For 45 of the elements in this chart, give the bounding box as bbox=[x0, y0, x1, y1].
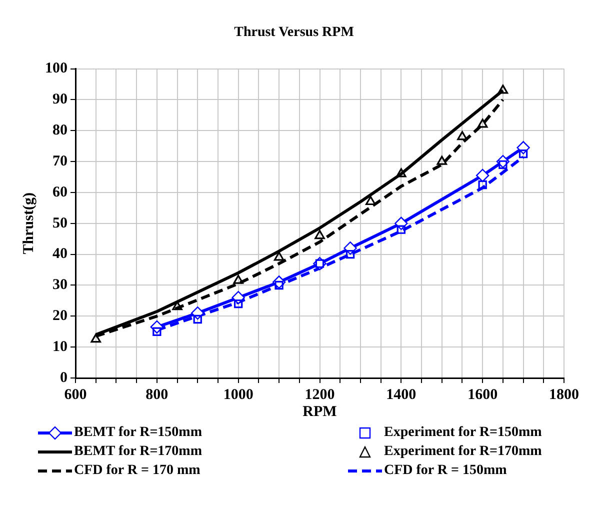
point bbox=[233, 274, 244, 284]
point bbox=[274, 252, 284, 261]
point bbox=[172, 301, 182, 310]
legend-label: Experiment for R=150mm bbox=[384, 425, 542, 441]
point bbox=[476, 168, 490, 182]
point bbox=[346, 250, 355, 259]
x-axis-title: RPM bbox=[302, 404, 337, 420]
point bbox=[366, 196, 376, 206]
y-tick-label: 80 bbox=[52, 122, 68, 139]
x-tick-label: 1600 bbox=[468, 386, 498, 403]
point bbox=[234, 299, 243, 308]
x-tick-label: 1800 bbox=[549, 386, 579, 403]
legend-label: CFD for R = 150mm bbox=[384, 463, 507, 479]
point bbox=[90, 334, 101, 343]
point bbox=[314, 230, 325, 240]
point bbox=[193, 314, 202, 324]
point bbox=[457, 131, 468, 140]
x-tick-label: 800 bbox=[146, 386, 168, 403]
legend-label: Experiment for R=170mm bbox=[384, 444, 542, 460]
x-tick-label: 1000 bbox=[223, 386, 254, 403]
point bbox=[396, 225, 406, 234]
y-tick-label: 0 bbox=[60, 370, 68, 386]
y-tick-label: 100 bbox=[45, 60, 68, 77]
y-tick-label: 20 bbox=[52, 308, 68, 324]
y-tick-label: 10 bbox=[52, 338, 68, 355]
y-tick-label: 40 bbox=[52, 246, 68, 262]
y-tick-label: 50 bbox=[52, 215, 68, 232]
chart-title: Thrust Versus RPM bbox=[234, 25, 354, 40]
legend-label: CFD for R = 170 mm bbox=[74, 463, 200, 479]
y-tick-label: 90 bbox=[52, 92, 68, 108]
x-tick-label: 1400 bbox=[386, 386, 416, 403]
legend-label: BEMT for R=150mm bbox=[74, 425, 202, 441]
y-tick-label: 60 bbox=[52, 184, 68, 200]
point bbox=[436, 156, 448, 165]
point bbox=[518, 149, 528, 158]
x-tick-label: 1200 bbox=[304, 386, 335, 403]
legend-label: BEMT for R=170mm bbox=[74, 444, 202, 460]
x-tick-label: 600 bbox=[64, 386, 87, 403]
y-tick-label: 70 bbox=[52, 153, 68, 170]
point bbox=[396, 168, 406, 178]
point bbox=[477, 118, 488, 128]
y-tick-label: 30 bbox=[52, 277, 68, 294]
point bbox=[478, 180, 487, 190]
y-axis-title: Thrust(g) bbox=[20, 192, 37, 254]
point bbox=[498, 84, 508, 94]
